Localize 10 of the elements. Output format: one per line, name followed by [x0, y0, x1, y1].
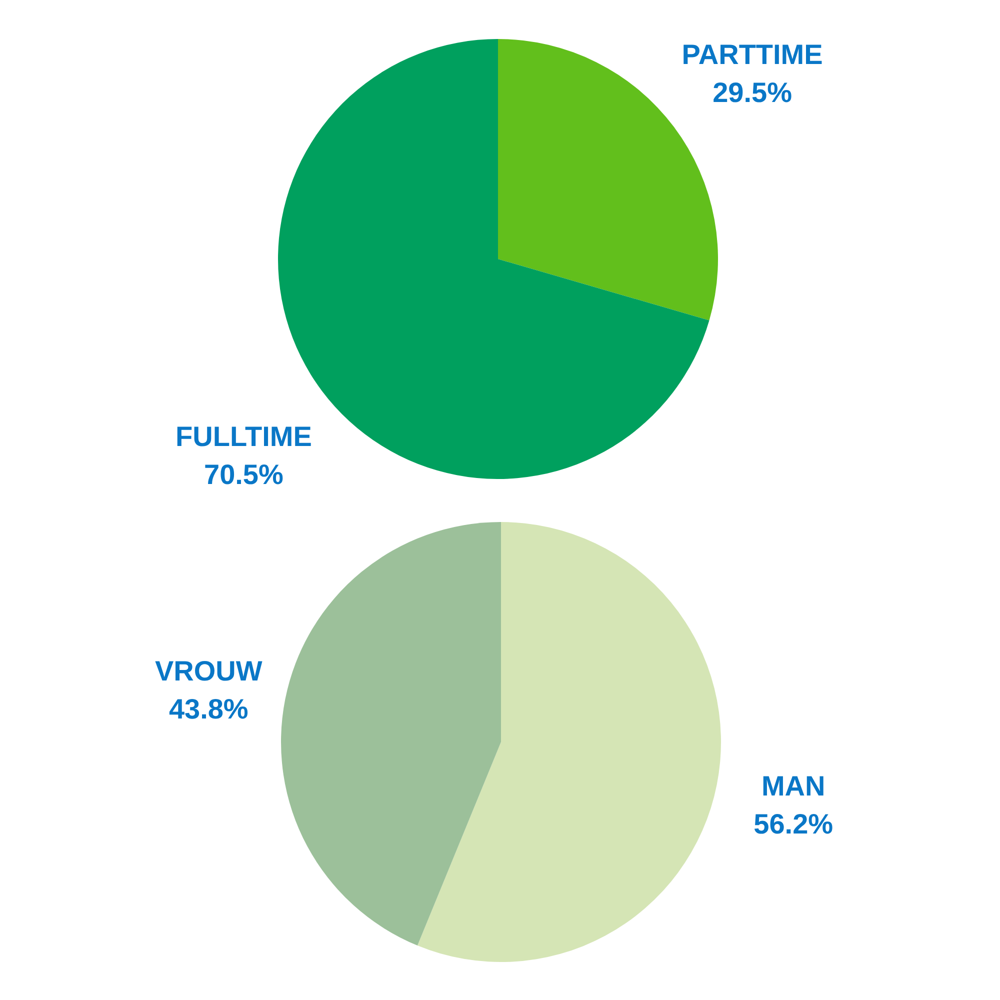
slice-label: FULLTIME [176, 420, 312, 452]
data-label: 43.8% [168, 693, 248, 724]
slice-label: PARTTIME [682, 39, 823, 70]
pie-slice [281, 522, 501, 946]
data-label: 29.5% [712, 77, 792, 108]
slice-label: MAN [761, 770, 826, 802]
pie-slice [417, 522, 721, 962]
data-label: 56.2% [754, 808, 834, 840]
data-label: 70.5% [204, 458, 284, 490]
slice-label: VROUW [154, 655, 263, 686]
